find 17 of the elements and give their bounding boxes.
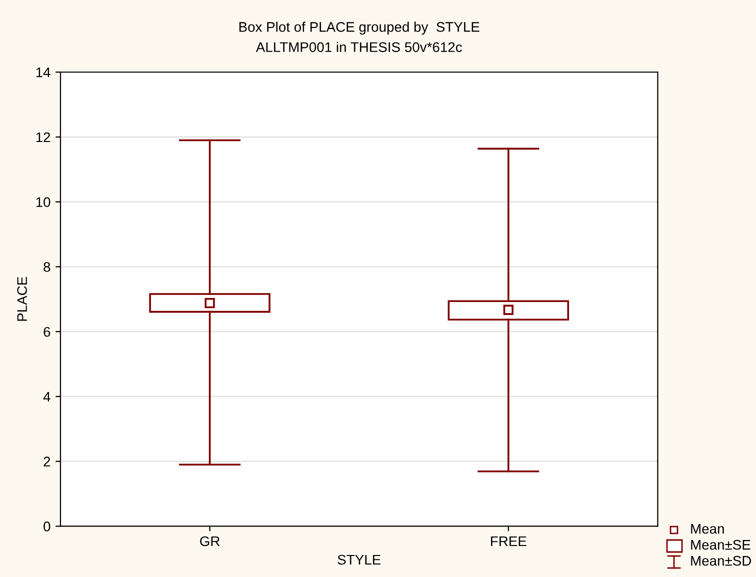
y-tick-label: 8: [44, 262, 50, 272]
y-tick-label: 14: [36, 68, 50, 78]
text: Mean±SD: [691, 556, 751, 566]
chart-title: Box Plot of PLACE grouped by STYLE: [239, 22, 480, 35]
y-tick-label: 12: [36, 132, 50, 142]
y-tick-label: 10: [36, 197, 50, 208]
x-tick-label: GR: [200, 536, 220, 546]
y-axis-title: PLACE: [17, 277, 28, 321]
chart-subtitle: ALLTMP001 in THESIS 50v*612c: [256, 42, 462, 52]
x-tick-label: FREE: [491, 536, 526, 546]
y-tick-label: 4: [43, 392, 50, 402]
text: Mean: [691, 524, 724, 534]
y-tick-label: 6: [44, 326, 50, 337]
x-axis-title: STYLE: [338, 554, 381, 565]
y-tick-label: 2: [44, 456, 50, 466]
text: Mean±SE: [691, 540, 750, 550]
y-tick-label: 0: [44, 522, 50, 532]
